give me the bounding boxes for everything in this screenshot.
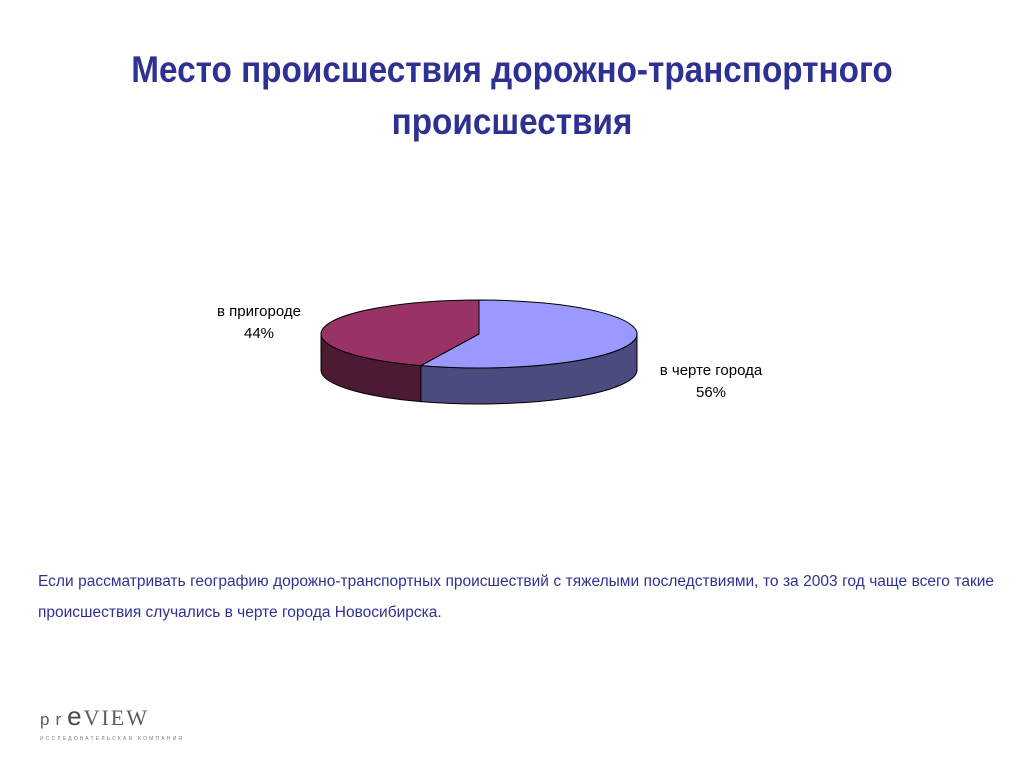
logo-tagline: ИССЛЕДОВАТЕЛЬСКАЯ КОМПАНИЯ [40,736,185,742]
pie-chart: в пригороде 44% в черте города 56% [217,299,763,405]
slice-value-suburb: 44% [244,325,274,342]
company-logo: preVIEW ИССЛЕДОВАТЕЛЬСКАЯ КОМПАНИЯ [40,701,185,742]
logo-wordmark: preVIEW [40,701,150,731]
description-paragraph: Если рассматривать географию дорожно-тра… [38,573,994,621]
pie-slice-city [419,299,638,369]
slice-label-suburb: в пригороде [217,303,301,320]
page-title: Место происшествия дорожно-транспортного… [131,49,893,142]
pie-slice-suburb [320,299,480,367]
pie-tops [320,299,638,369]
slice-label-city: в черте города [660,362,763,379]
slice-value-city: 56% [696,384,726,401]
